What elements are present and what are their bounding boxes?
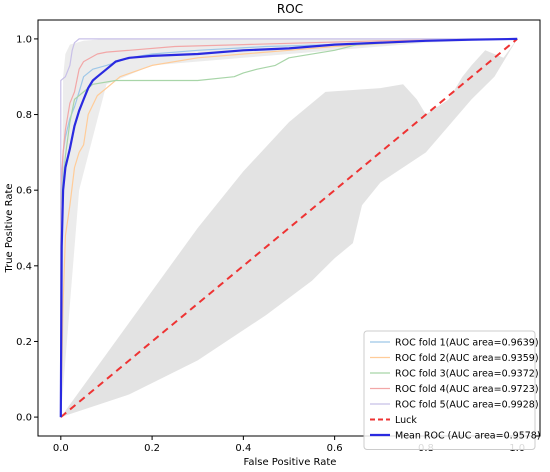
series-line-7 (59, 37, 518, 418)
plot-frame (37, 19, 541, 437)
legend-box (363, 330, 536, 450)
x-tick-label: 0.6 (327, 443, 343, 454)
x-tick-label: 0.2 (144, 443, 160, 454)
y-tick-label: 0.0 (16, 413, 32, 424)
legend: ROC fold 1(AUC area=0.9639) ROC fold 2(AU… (363, 330, 541, 450)
series-line-5 (60, 38, 518, 418)
band-area-upper (60, 38, 518, 418)
series-line-6 (60, 38, 518, 418)
y-tick-label: 0.4 (16, 261, 32, 272)
legend-label: ROC fold 4(AUC area=0.9723) (395, 384, 539, 395)
series-line-3 (60, 38, 518, 418)
y-tick-label: 0.6 (16, 186, 32, 197)
y-axis-title: True Positive Rate (4, 183, 15, 273)
series-line-4 (60, 38, 518, 418)
y-tick-label: 0.2 (16, 337, 32, 348)
x-axis-title: False Positive Rate (244, 457, 337, 468)
legend-label: ROC fold 1(AUC area=0.9639) (395, 338, 539, 349)
legend-label: Mean ROC (AUC area=0.9578) (395, 431, 541, 442)
series-layer (59, 37, 518, 418)
y-tick-label: 1.0 (16, 34, 32, 45)
chart-title: ROC (277, 2, 303, 16)
legend-label: Luck (395, 415, 417, 426)
legend-label: ROC fold 3(AUC area=0.9372) (395, 369, 539, 380)
y-axis: 0.0 0.2 0.4 0.6 0.8 1.0 (16, 34, 38, 424)
legend-label: ROC fold 2(AUC area=0.9359) (395, 353, 539, 364)
x-tick-label: 0.0 (53, 443, 69, 454)
series-line-2 (60, 38, 518, 418)
y-tick-label: 0.8 (16, 110, 32, 121)
legend-label: ROC fold 5(AUC area=0.9928) (395, 400, 539, 411)
x-tick-label: 0.4 (235, 443, 251, 454)
